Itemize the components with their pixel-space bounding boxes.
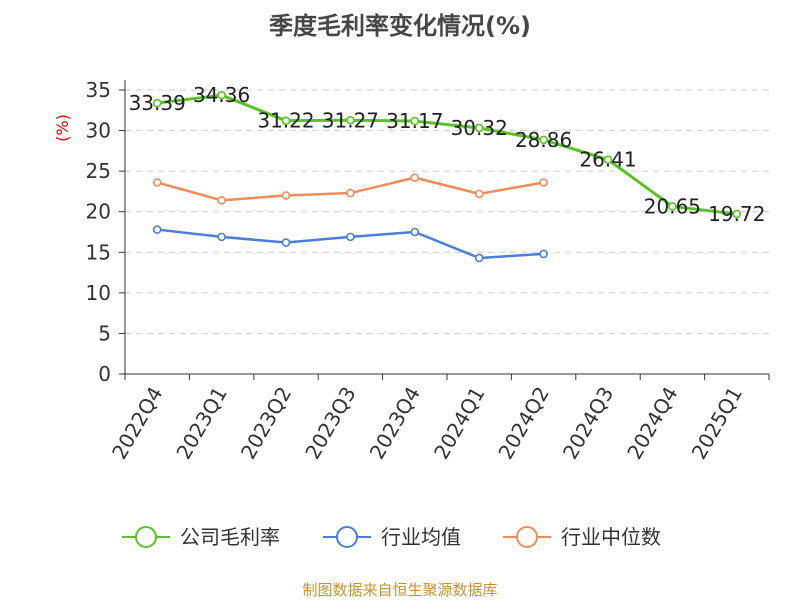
x-tick-label: 2024Q3: [558, 383, 618, 464]
data-point: [474, 123, 484, 133]
y-tick-label: 0: [98, 362, 111, 386]
x-tick-label: 2022Q4: [107, 383, 167, 464]
data-label: 31.27: [322, 108, 379, 132]
y-tick-label: 15: [86, 240, 111, 264]
chart-title: 季度毛利率变化情况(%): [269, 12, 531, 40]
data-label: 33.39: [129, 91, 186, 115]
data-point: [410, 173, 420, 182]
x-tick-label: 2023Q4: [365, 383, 425, 464]
data-label: 34.36: [193, 83, 250, 107]
data-label: 20.65: [644, 194, 701, 218]
data-point: [346, 115, 355, 125]
data-point: [539, 135, 548, 145]
series-line: [157, 93, 737, 216]
data-point: [410, 116, 420, 126]
data-point: [474, 189, 484, 199]
data-label: 30.32: [451, 116, 508, 140]
y-axis-label: (%): [53, 114, 72, 142]
legend-label: 公司毛利率: [180, 525, 280, 549]
data-point: [346, 188, 355, 198]
source-note: 制图数据来自恒生聚源数据库: [302, 581, 497, 599]
data-labels: 33.39 34.36 31.22 31.27 31.17 30.32 28.86 26.41…: [129, 83, 766, 226]
data-point: [281, 238, 291, 247]
legend: 公司毛利率 行业均值 行业中位数: [122, 525, 661, 549]
data-point: [217, 90, 226, 100]
data-point: [217, 232, 226, 242]
x-tick-label: 2023Q2: [236, 383, 296, 464]
x-tick-label: 2024Q2: [493, 383, 553, 464]
data-label: 28.86: [515, 128, 572, 152]
data-point: [346, 232, 355, 242]
data-label: 31.17: [386, 109, 443, 133]
x-tick-label: 2023Q3: [300, 383, 360, 464]
data-label: 31.22: [257, 109, 314, 133]
data-point: [217, 196, 226, 205]
data-point: [539, 249, 548, 259]
y-tick-label: 20: [86, 200, 111, 224]
data-point: [281, 191, 291, 200]
data-point: [474, 253, 484, 263]
legend-label: 行业均值: [381, 525, 461, 549]
series-lines: [152, 90, 742, 263]
data-point: [152, 178, 162, 187]
legend-swatch-marker: [336, 526, 358, 548]
y-tick-label: 35: [86, 78, 111, 102]
data-label: 19.72: [708, 202, 765, 226]
y-tick-label: 30: [86, 119, 111, 143]
y-tick-label: 5: [98, 321, 111, 345]
data-point: [410, 227, 420, 237]
legend-swatch-marker: [516, 526, 538, 548]
data-label: 26.41: [579, 148, 636, 172]
data-point: [668, 202, 677, 211]
x-tick-label: 2024Q1: [429, 383, 489, 464]
data-point: [732, 209, 742, 219]
data-point: [603, 155, 613, 165]
legend-swatch-marker: [135, 526, 157, 548]
y-tick-label: 25: [86, 159, 111, 183]
x-tick-label: 2023Q1: [171, 383, 231, 464]
x-tick-label: 2025Q1: [687, 383, 747, 464]
grid-lines: [125, 89, 769, 334]
x-tick-label: 2024Q4: [622, 383, 682, 464]
y-tick-label: 10: [86, 281, 111, 305]
data-point: [281, 116, 291, 125]
data-point: [152, 225, 162, 234]
legend-label: 行业中位数: [561, 525, 661, 549]
data-point: [539, 178, 548, 187]
data-point: [152, 98, 162, 108]
